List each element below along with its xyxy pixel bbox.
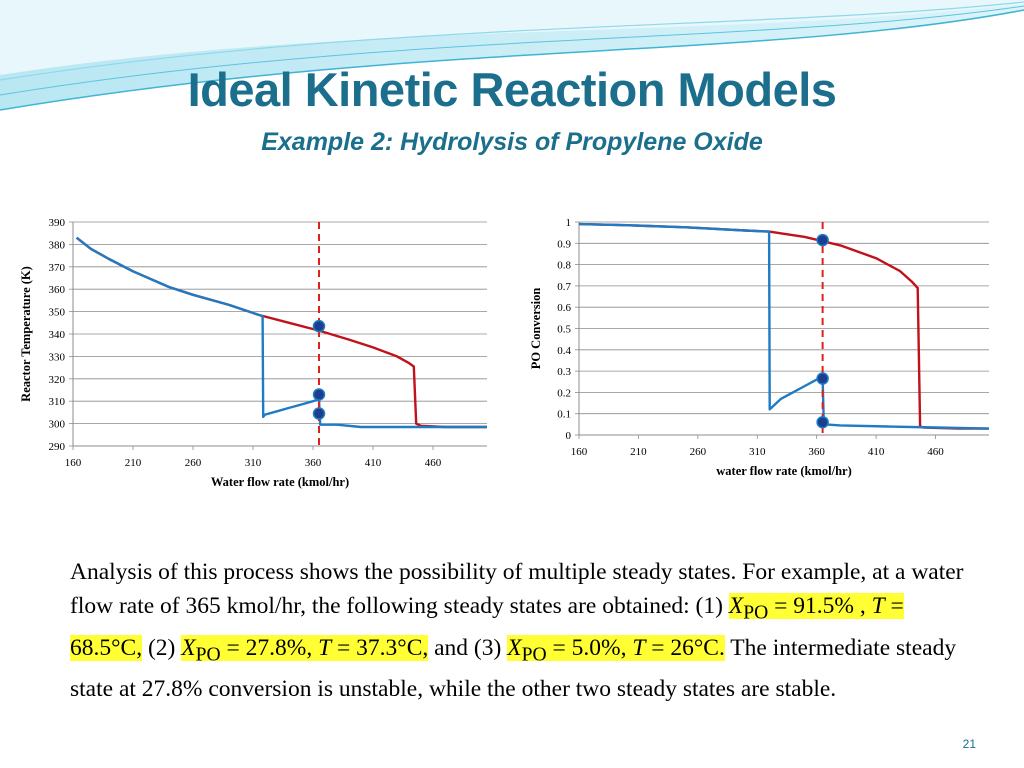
x-tick-label: 310	[749, 446, 766, 458]
y-tick-label: 300	[49, 419, 66, 431]
steady-state-point	[312, 407, 326, 420]
conversion-subscript: PO	[195, 644, 221, 666]
analysis-paragraph: Analysis of this process shows the possi…	[70, 555, 970, 706]
y-tick-label: 0.9	[557, 238, 571, 250]
temperature-symbol: T	[632, 634, 646, 661]
x-tick-label: 410	[365, 457, 382, 469]
y-tick-label: 380	[49, 239, 66, 251]
temperature-value: = 37.3°C,	[331, 634, 429, 661]
y-tick-label: 330	[49, 351, 66, 363]
conversion-value: = 5.0%,	[546, 634, 633, 661]
conversion-symbol: X	[181, 634, 196, 661]
x-tick-label: 210	[630, 446, 647, 458]
temperature-chart: 290 300 310 320 330 340 350 360 370 380 390 160 210 2…	[19, 217, 487, 489]
x-tick-label: 260	[690, 446, 707, 458]
y-tick-label: 390	[49, 217, 66, 229]
y-tick-label: 320	[49, 374, 66, 386]
x-axis-title: Water flow rate (kmol/hr)	[211, 475, 349, 489]
y-tick-label: 0.7	[557, 281, 571, 293]
conversion-subscript: PO	[521, 644, 547, 666]
para-text-3: and (3)	[428, 634, 508, 661]
y-tick-label: 370	[49, 262, 66, 274]
steady-state-point	[816, 233, 829, 247]
para-text-2: (2)	[142, 634, 182, 661]
y-tick-label: 0.3	[557, 366, 571, 378]
x-tick-label: 360	[305, 457, 322, 469]
series-line-red	[75, 236, 487, 429]
y-tick-label: 310	[49, 396, 66, 408]
y-axis-title: Reactor Temperature (K)	[19, 266, 33, 402]
slide-title: Ideal Kinetic Reaction Models	[187, 63, 837, 116]
y-tick-label: 0.1	[557, 409, 571, 421]
steady-state-3: XPO = 5.0%, T = 26°C.	[507, 634, 725, 665]
y-tick-label: 0.4	[557, 345, 571, 357]
x-tick-label: 210	[125, 457, 142, 469]
y-tick-label: 0.6	[557, 302, 571, 314]
temperature-value: = 26°C.	[645, 634, 725, 661]
x-tick-label: 460	[927, 446, 944, 458]
y-tick-label: 350	[49, 307, 66, 319]
slide-subtitle: Example 2: Hydrolysis of Propylene Oxide	[261, 128, 763, 156]
temperature-value: = 68.5°C,	[70, 593, 904, 661]
conversion-symbol: X	[507, 634, 522, 661]
y-tick-label: 0.2	[557, 387, 571, 399]
x-tick-label: 410	[868, 446, 885, 458]
temperature-symbol: T	[318, 634, 332, 661]
y-tick-label: 290	[49, 441, 66, 453]
conversion-symbol: X	[728, 593, 744, 619]
x-tick-label: 160	[65, 457, 82, 469]
y-tick-label: 0.8	[557, 260, 571, 272]
conversion-chart: 0 0.1 0.2 0.3 0.4 0.5 0.6 0.7 0.8 0.9 1 160 210 260 31…	[529, 217, 990, 478]
steady-state-point	[816, 372, 829, 385]
x-tick-label: 360	[808, 446, 825, 458]
y-tick-label: 340	[49, 329, 66, 341]
x-axis-title: water flow rate (kmol/hr)	[716, 464, 852, 478]
x-tick-label: 260	[185, 457, 202, 469]
page-number: 21	[962, 737, 976, 751]
para-text-4: The intermediate steady state at 27.8% c…	[70, 634, 957, 703]
steady-state-point	[312, 388, 326, 401]
y-tick-label: 0	[566, 430, 572, 442]
x-tick-label: 160	[571, 446, 588, 458]
steady-state-point	[312, 319, 326, 333]
conversion-value: = 91.5% ,	[768, 593, 872, 619]
y-tick-label: 360	[49, 284, 66, 296]
conversion-value: = 27.8%,	[220, 634, 319, 661]
x-tick-label: 460	[425, 457, 442, 469]
y-tick-label: 1	[566, 217, 572, 229]
series-line-blue	[75, 236, 487, 429]
para-text-1: Analysis of this process shows the possi…	[70, 559, 964, 619]
x-tick-label: 310	[245, 457, 262, 469]
temperature-symbol: T	[871, 593, 885, 619]
conversion-subscript: PO	[743, 602, 769, 624]
y-axis-title: PO Conversion	[529, 288, 543, 370]
steady-state-2: XPO = 27.8%, T = 37.3°C,	[181, 634, 429, 665]
steady-state-point	[816, 415, 829, 429]
y-tick-label: 0.5	[557, 324, 571, 336]
series-line-blue	[578, 222, 990, 430]
